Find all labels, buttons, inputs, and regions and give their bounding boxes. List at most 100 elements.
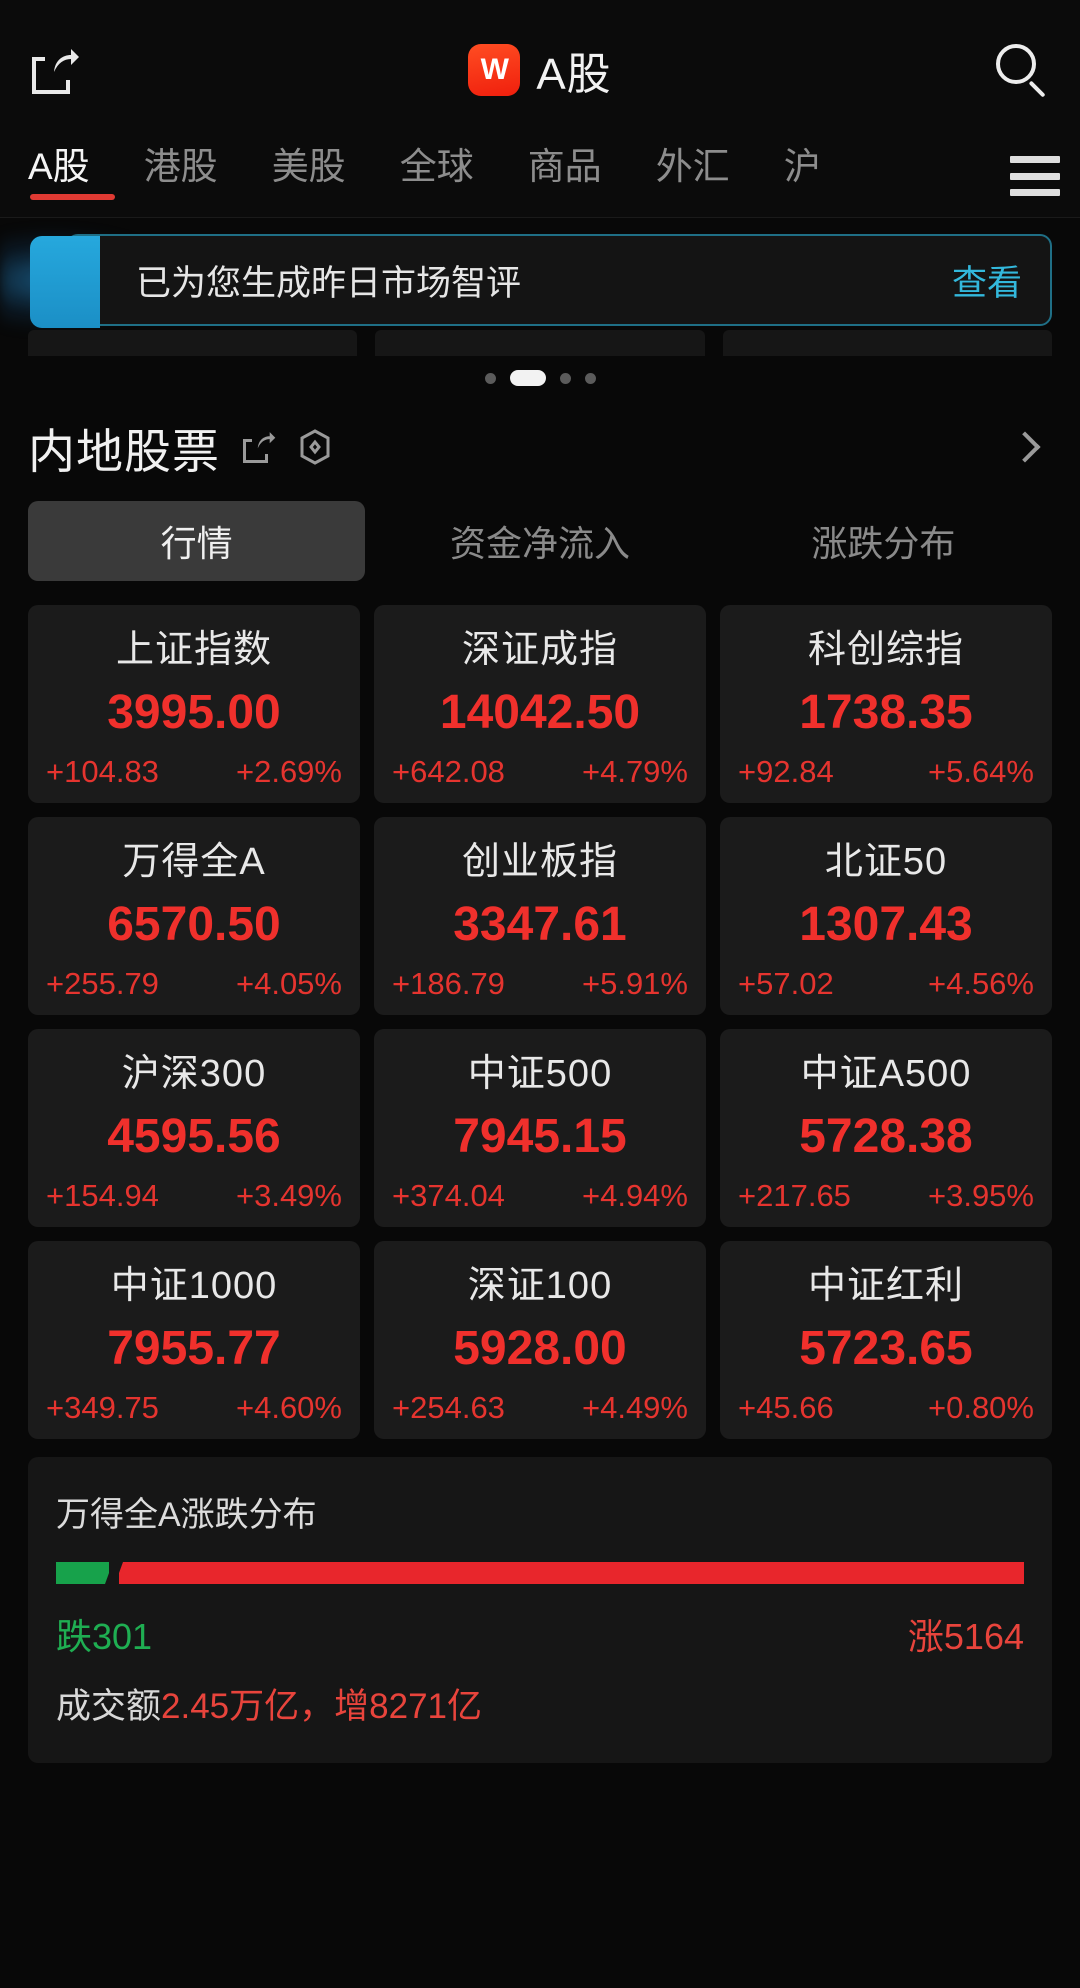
- index-name: 深证100: [467, 1265, 613, 1307]
- index-deltas: +186.79 +5.91%: [384, 966, 696, 1002]
- turnover-delta: 增8271亿: [334, 1687, 483, 1726]
- index-deltas: +255.79 +4.05%: [38, 966, 350, 1002]
- banner-wrap: 已为您生成昨日市场智评 查看: [0, 228, 1052, 332]
- index-card[interactable]: 上证指数 3995.00 +104.83 +2.69%: [28, 605, 360, 803]
- index-name: 上证指数: [115, 629, 272, 671]
- distribution-legend: 跌301 涨5164: [56, 1608, 1024, 1660]
- hexagon-settings-icon[interactable]: [296, 428, 334, 466]
- carousel-dot-active[interactable]: [509, 370, 546, 386]
- index-deltas: +57.02 +4.56%: [730, 966, 1042, 1002]
- carousel-dot[interactable]: [484, 372, 496, 384]
- turnover-row: 成交额2.45万亿，增8271亿: [56, 1678, 1024, 1729]
- segment-quotes[interactable]: 行情: [28, 501, 366, 581]
- hamburger-menu-icon[interactable]: [1006, 156, 1060, 196]
- index-card[interactable]: 科创综指 1738.35 +92.84 +5.64%: [720, 605, 1052, 803]
- index-value: 7945.15: [453, 1110, 627, 1163]
- index-card[interactable]: 深证成指 14042.50 +642.08 +4.79%: [374, 605, 706, 803]
- index-change: +154.94: [46, 1178, 159, 1213]
- index-percent: +4.49%: [581, 1390, 688, 1425]
- market-tab-bar: A股 港股 美股 全球 商品 外汇 沪: [0, 140, 1080, 218]
- index-deltas: +45.66 +0.80%: [730, 1390, 1042, 1426]
- index-percent: +3.95%: [927, 1178, 1034, 1213]
- carousel-dot[interactable]: [584, 372, 596, 384]
- tab-hk-shares[interactable]: 港股: [143, 146, 218, 187]
- share-icon[interactable]: [30, 44, 82, 96]
- market-commentary-banner[interactable]: 已为您生成昨日市场智评 查看: [30, 234, 1052, 328]
- updown-distribution-panel[interactable]: 万得全A涨跌分布 跌301 涨5164 成交额2.45万亿，增8271亿: [28, 1457, 1052, 1763]
- section-segment-tabs: 行情 资金净流入 涨跌分布: [0, 501, 1080, 599]
- index-change: +642.08: [392, 754, 505, 789]
- index-card[interactable]: 中证500 7945.15 +374.04 +4.94%: [374, 1029, 706, 1227]
- share-icon[interactable]: [242, 430, 276, 464]
- index-percent: +3.49%: [235, 1178, 342, 1213]
- section-header: 内地股票: [0, 393, 1080, 501]
- index-change: +254.63: [392, 1390, 505, 1425]
- index-value: 6570.50: [107, 898, 281, 951]
- index-value: 7955.77: [107, 1322, 281, 1375]
- ghost-card: [28, 330, 358, 356]
- index-name: 创业板指: [461, 841, 618, 883]
- app-header: W A股: [0, 0, 1080, 140]
- index-deltas: +254.63 +4.49%: [384, 1390, 696, 1426]
- tab-a-shares[interactable]: A股: [28, 140, 117, 200]
- index-value: 5928.00: [453, 1322, 627, 1375]
- banner-carousel: 已为您生成昨日市场智评 查看: [0, 218, 1080, 393]
- index-value: 3995.00: [107, 686, 281, 739]
- tab-commodities[interactable]: 商品: [527, 146, 602, 187]
- index-change: +45.66: [738, 1390, 834, 1425]
- index-change: +57.02: [738, 966, 834, 1001]
- header-title-group: W A股: [0, 0, 1080, 140]
- share-arrow-glyph: [54, 49, 79, 72]
- index-card[interactable]: 中证A500 5728.38 +217.65 +3.95%: [720, 1029, 1052, 1227]
- index-change: +217.65: [738, 1178, 851, 1213]
- tab-us-shares[interactable]: 美股: [271, 146, 346, 187]
- ghost-card: [722, 330, 1052, 356]
- index-percent: +0.80%: [927, 1390, 1034, 1425]
- index-name: 中证500: [467, 1053, 613, 1095]
- index-value: 5728.38: [799, 1110, 973, 1163]
- distribution-title: 万得全A涨跌分布: [56, 1496, 317, 1534]
- index-percent: +2.69%: [235, 754, 342, 789]
- index-change: +92.84: [738, 754, 834, 789]
- turnover-separator: ，: [299, 1687, 335, 1726]
- index-card[interactable]: 中证1000 7955.77 +349.75 +4.60%: [28, 1241, 360, 1439]
- rise-count-label: 涨5164: [907, 1616, 1024, 1657]
- fall-count-label: 跌301: [56, 1616, 153, 1657]
- index-card[interactable]: 沪深300 4595.56 +154.94 +3.49%: [28, 1029, 360, 1227]
- tab-shanghai[interactable]: 沪: [783, 146, 821, 187]
- index-deltas: +217.65 +3.95%: [730, 1178, 1042, 1214]
- index-change: +104.83: [46, 754, 159, 789]
- tab-forex[interactable]: 外汇: [655, 146, 730, 187]
- index-card-grid: 上证指数 3995.00 +104.83 +2.69% 深证成指 14042.50 +642…: [0, 599, 1080, 1439]
- carousel-dot[interactable]: [559, 372, 571, 384]
- index-name: 沪深300: [121, 1053, 267, 1095]
- banner-view-link[interactable]: 查看: [951, 263, 1022, 303]
- tab-global[interactable]: 全球: [399, 146, 474, 187]
- ghost-card: [375, 330, 705, 356]
- index-deltas: +642.08 +4.79%: [384, 754, 696, 790]
- index-value: 3347.61: [453, 898, 627, 951]
- distribution-bar-fall: [56, 1562, 110, 1584]
- index-name: 万得全A: [122, 841, 266, 883]
- index-deltas: +92.84 +5.64%: [730, 754, 1042, 790]
- index-card[interactable]: 创业板指 3347.61 +186.79 +5.91%: [374, 817, 706, 1015]
- banner-accent-tab: [30, 236, 100, 328]
- distribution-bar: [56, 1562, 1024, 1584]
- segment-net-inflow[interactable]: 资金净流入: [449, 523, 630, 564]
- index-card[interactable]: 深证100 5928.00 +254.63 +4.49%: [374, 1241, 706, 1439]
- index-name: 科创综指: [807, 629, 964, 671]
- index-deltas: +374.04 +4.94%: [384, 1178, 696, 1214]
- index-deltas: +349.75 +4.60%: [38, 1390, 350, 1426]
- turnover-prefix: 成交额: [56, 1687, 162, 1726]
- index-percent: +5.64%: [927, 754, 1034, 789]
- chevron-right-icon[interactable]: [1009, 431, 1041, 463]
- index-card[interactable]: 中证红利 5723.65 +45.66 +0.80%: [720, 1241, 1052, 1439]
- index-change: +186.79: [392, 966, 505, 1001]
- page-title: A股: [536, 50, 612, 99]
- search-icon[interactable]: [994, 42, 1050, 98]
- segment-updown-distribution[interactable]: 涨跌分布: [811, 523, 956, 564]
- index-card[interactable]: 北证50 1307.43 +57.02 +4.56%: [720, 817, 1052, 1015]
- index-value: 1307.43: [799, 898, 973, 951]
- index-value: 4595.56: [107, 1110, 281, 1163]
- index-card[interactable]: 万得全A 6570.50 +255.79 +4.05%: [28, 817, 360, 1015]
